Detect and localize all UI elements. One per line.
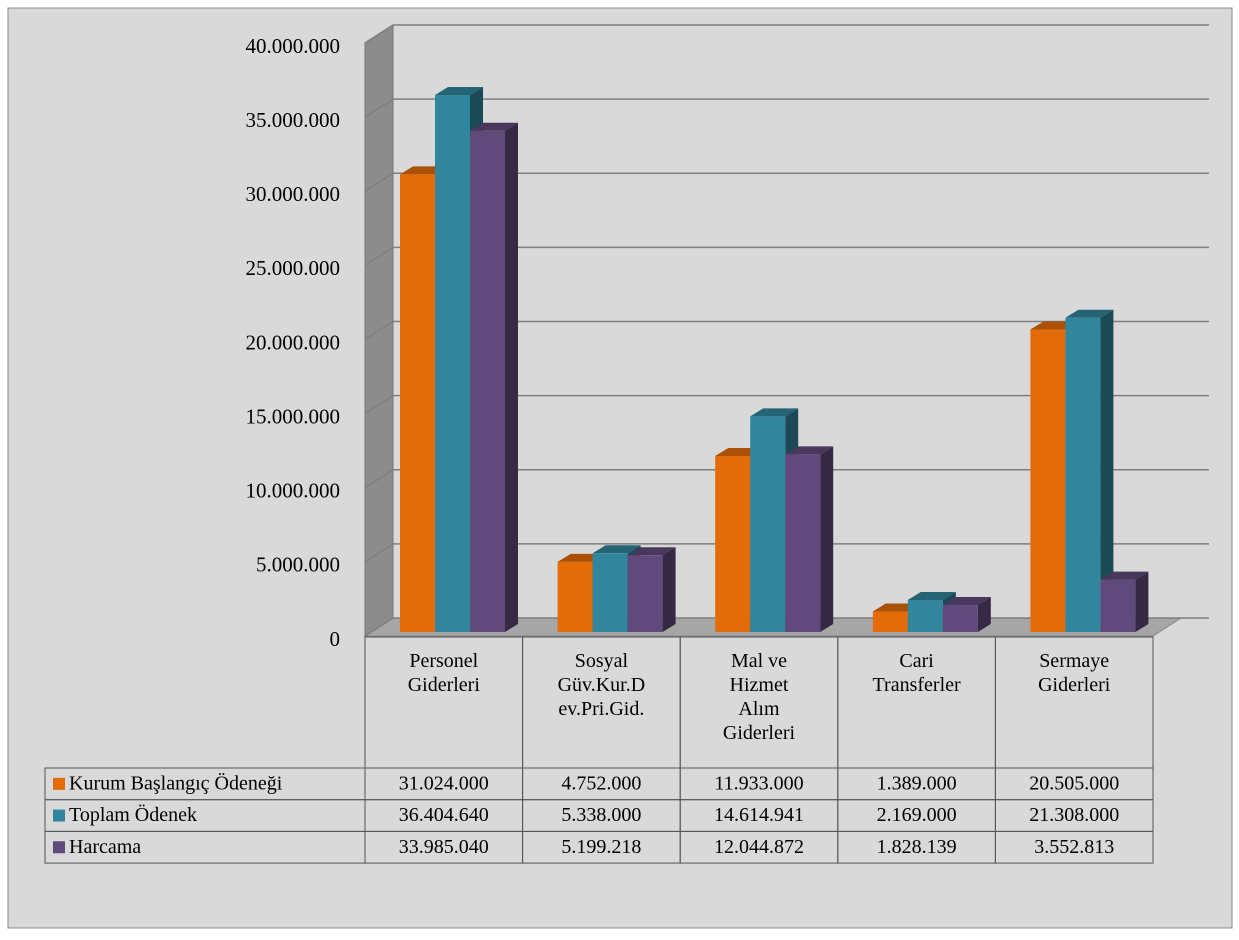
- category-label: Sosyal Güv.Kur.Dev.Pri.Gid.: [557, 650, 646, 720]
- table-value: 1.389.000: [877, 772, 957, 794]
- y-tick-label: 15.000.000: [246, 404, 341, 428]
- bar: [470, 122, 518, 633]
- legend-swatch: [53, 809, 65, 822]
- legend-swatch: [53, 777, 65, 790]
- table-value: 3.552.813: [1034, 836, 1114, 858]
- bar-front: [907, 600, 943, 632]
- bar-front: [557, 561, 593, 632]
- side-grid-line: [364, 394, 394, 415]
- category-label-box: Personel Giderleri: [407, 650, 480, 696]
- table-value: 4.752.000: [561, 772, 641, 794]
- bar-top: [627, 547, 676, 556]
- category-label-box: Sermaye Giderleri: [1038, 650, 1111, 696]
- table-value: 14.614.941: [714, 804, 804, 826]
- bar-front: [592, 553, 628, 632]
- y-tick-label: 5.000.000: [256, 553, 340, 577]
- category-label-box: Cari Transferler: [872, 650, 961, 696]
- bar-top: [785, 446, 834, 455]
- table-value: 5.199.218: [561, 836, 641, 858]
- bar-side: [505, 122, 518, 633]
- y-tick-label: 30.000.000: [246, 182, 341, 206]
- legend-label: Harcama: [69, 836, 141, 858]
- bar: [627, 547, 676, 632]
- side-grid-line: [364, 543, 394, 563]
- category-label: Personel Giderleri: [407, 650, 480, 696]
- bar-front: [400, 174, 435, 632]
- table-value: 21.308.000: [1029, 804, 1119, 826]
- bar-front: [1030, 329, 1066, 632]
- y-tick-label: 40.000.000: [246, 34, 341, 58]
- bar-top: [470, 122, 518, 131]
- bar-front: [435, 95, 470, 633]
- bar-side: [820, 446, 834, 632]
- legend-label: Kurum Başlangıç Ödeneği: [69, 771, 283, 794]
- table-value: 5.338.000: [561, 804, 641, 826]
- table-value: 31.024.000: [399, 772, 489, 794]
- bar-side: [662, 547, 676, 632]
- bar-front: [1065, 317, 1101, 632]
- side-grid-line: [364, 617, 394, 637]
- category-label: Cari Transferler: [872, 650, 961, 696]
- side-grid-line: [364, 98, 394, 118]
- bar: [942, 597, 991, 632]
- bar-side: [1135, 571, 1149, 632]
- side-grid-line: [364, 24, 394, 44]
- table-value: 36.404.640: [399, 804, 489, 826]
- bar: [1065, 309, 1114, 632]
- bar: [1100, 571, 1149, 632]
- chart-area: [7, 7, 1233, 929]
- bar-front: [715, 455, 751, 632]
- bar-top: [907, 592, 956, 601]
- category-label: Mal ve Hizmet Alım Giderleri: [722, 650, 796, 744]
- category-label-box: Mal ve Hizmet Alım Giderleri: [722, 650, 796, 744]
- table-value: 33.985.040: [399, 836, 489, 858]
- y-tick-label: 0: [330, 627, 341, 651]
- side-grid-line: [364, 469, 394, 489]
- bar-front: [750, 416, 786, 632]
- table-value: 1.828.139: [877, 836, 957, 858]
- y-tick-label: 25.000.000: [246, 256, 341, 280]
- category-label: Sermaye Giderleri: [1038, 650, 1111, 696]
- legend-swatch: [53, 841, 65, 854]
- bar-top: [435, 87, 483, 96]
- bar-top: [750, 408, 799, 417]
- bar-top: [1100, 571, 1149, 580]
- side-grid-line: [364, 320, 394, 341]
- side-grid-line: [364, 172, 394, 192]
- bar-top: [942, 597, 991, 606]
- y-tick-label: 10.000.000: [246, 479, 341, 503]
- table-value: 12.044.872: [714, 836, 804, 858]
- legend-label: Toplam Ödenek: [69, 803, 197, 826]
- table-value: 2.169.000: [877, 804, 957, 826]
- bar-top: [592, 545, 641, 554]
- side-grid-line: [364, 246, 394, 267]
- bar-side: [1100, 309, 1114, 632]
- bar-front: [942, 605, 978, 632]
- bar-front: [872, 611, 908, 632]
- table-value: 20.505.000: [1029, 772, 1119, 794]
- bar-front: [627, 555, 663, 632]
- table-value: 11.933.000: [714, 772, 803, 794]
- bar: [785, 446, 834, 632]
- bar-side: [977, 597, 991, 632]
- bar-front: [470, 130, 505, 633]
- table-cell: [994, 830, 1154, 864]
- category-label-box: Sosyal Güv.Kur.Dev.Pri.Gid.: [557, 650, 646, 720]
- y-tick-label: 20.000.000: [246, 330, 341, 354]
- bar-top: [1065, 309, 1114, 318]
- bar-front: [1100, 579, 1136, 632]
- bar-front: [785, 454, 821, 632]
- y-tick-label: 35.000.000: [246, 108, 341, 132]
